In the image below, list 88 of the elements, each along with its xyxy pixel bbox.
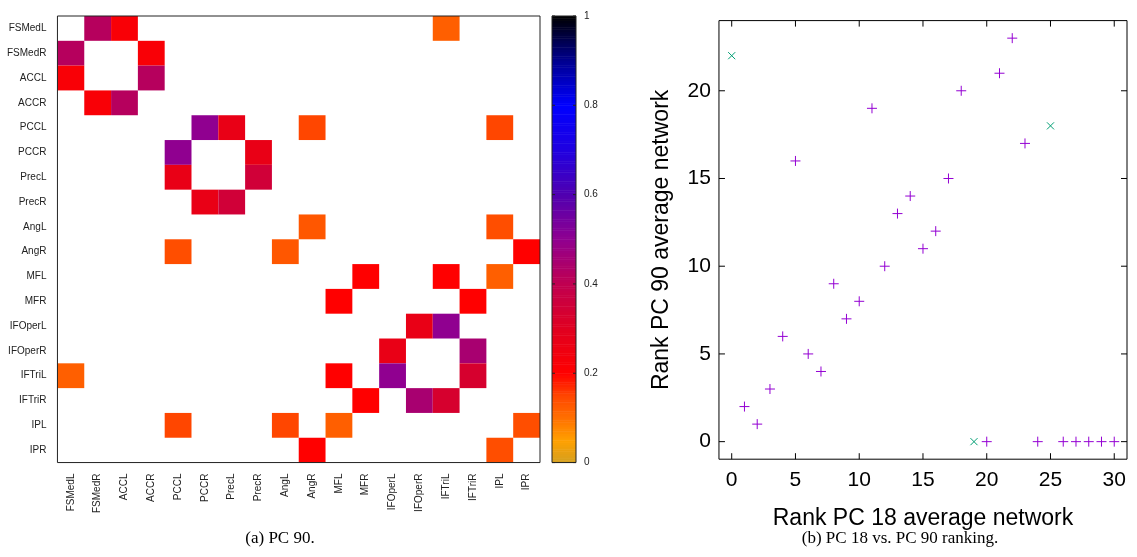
y-tick-label: MFR [24, 295, 47, 307]
x-tick-label: ACCR [145, 473, 157, 502]
x-tick-label: IFOperR [413, 473, 425, 512]
point [853, 295, 865, 307]
point [777, 330, 789, 342]
y-tick-label: ACCL [19, 71, 47, 83]
point [955, 85, 967, 97]
color-bar-label: 1 [584, 9, 590, 21]
point [1096, 436, 1107, 448]
point [840, 313, 852, 325]
x-tick-label: ACCL [118, 473, 130, 501]
x-tick-label: IFTriL [439, 473, 451, 500]
x-tick-label: AngL [279, 473, 291, 497]
y-tick-label: 5 [699, 340, 711, 364]
point [789, 155, 801, 167]
y-tick-label: FSMedR [7, 46, 47, 58]
text: (a) PC 90. [244, 528, 316, 548]
point [917, 243, 929, 255]
point [1070, 436, 1082, 448]
y-tick-label: PCCL [19, 121, 47, 133]
y-tick-label: 10 [687, 253, 711, 277]
y-tick-label: MFL [26, 270, 47, 282]
y-tick-label: PrecL [20, 171, 47, 182]
point [993, 67, 1005, 79]
y-tick-label: FSMedL [8, 22, 47, 34]
x-tick-label: FSMedL [64, 473, 76, 512]
y-tick-label: 15 [687, 165, 711, 189]
x-tick-label: 20 [975, 466, 999, 490]
x-tick-label: IFOperL [386, 473, 398, 511]
point [969, 437, 979, 446]
x-tick-label: 30 [1102, 466, 1126, 490]
x-tick-label: AngR [305, 473, 317, 499]
point [751, 418, 763, 430]
x-tick-label: IPL [493, 473, 505, 489]
point [815, 365, 827, 377]
point [1006, 32, 1018, 44]
point [764, 383, 776, 395]
point [1057, 436, 1069, 448]
y-tick-label: PrecR [18, 195, 47, 207]
point [727, 51, 736, 60]
y-tick-label: PCCR [18, 146, 47, 158]
x-tick-label: 15 [911, 466, 935, 490]
x-tick-label: PCCL [171, 473, 183, 501]
y-tick-label: IFTriL [20, 369, 47, 381]
y-tick-label: IFOperL [9, 319, 47, 331]
x-tick-label: PCCR [198, 473, 210, 502]
x-tick-label: IPR [520, 473, 532, 491]
point [904, 190, 916, 202]
y-tick-label: 0 [699, 428, 711, 452]
point [1083, 436, 1095, 448]
color-bar-label: 0.4 [584, 277, 599, 289]
y-tick-label: IPR [29, 443, 47, 455]
x-tick-label: 25 [1038, 466, 1063, 490]
x-tick-label: MFL [332, 473, 344, 494]
x-tick-label: IFTriR [466, 473, 478, 501]
x-tick-label: 5 [789, 466, 802, 490]
point [1032, 436, 1044, 448]
y-tick-label: ACCR [18, 96, 47, 108]
x-tick-label: PrecL [225, 473, 237, 500]
point [1108, 436, 1120, 448]
y-tick-label: IFTriR [19, 394, 47, 406]
x-tick-label: 0 [725, 466, 738, 490]
y-tick-label: AngL [23, 220, 47, 232]
color-bar-label: 0 [584, 456, 590, 468]
point [1019, 137, 1031, 149]
y-tick-label: 20 [687, 77, 711, 101]
point [879, 260, 891, 272]
y-tick-label: IPL [31, 419, 47, 431]
point [942, 173, 954, 184]
point [981, 436, 993, 448]
x-tick-label: MFR [359, 473, 371, 496]
color-bar-label: 0.8 [584, 99, 599, 111]
point [1046, 121, 1055, 130]
y-axis-title: Rank PC 90 average network [647, 89, 674, 391]
point [738, 401, 750, 413]
point [930, 225, 942, 237]
color-bar-label: 0.2 [584, 366, 599, 378]
y-tick-label: IFOperR [8, 344, 47, 356]
point [828, 278, 840, 290]
x-tick-label: PrecR [252, 473, 264, 502]
point [866, 102, 878, 114]
x-tick-label: FSMedR [91, 473, 103, 513]
y-tick-label: AngR [21, 245, 47, 257]
color-bar-label: 0.6 [584, 188, 599, 200]
x-tick-label: 10 [847, 466, 871, 490]
x-axis-title: Rank PC 18 average network [772, 503, 1074, 530]
point [891, 208, 903, 220]
point [802, 348, 814, 360]
